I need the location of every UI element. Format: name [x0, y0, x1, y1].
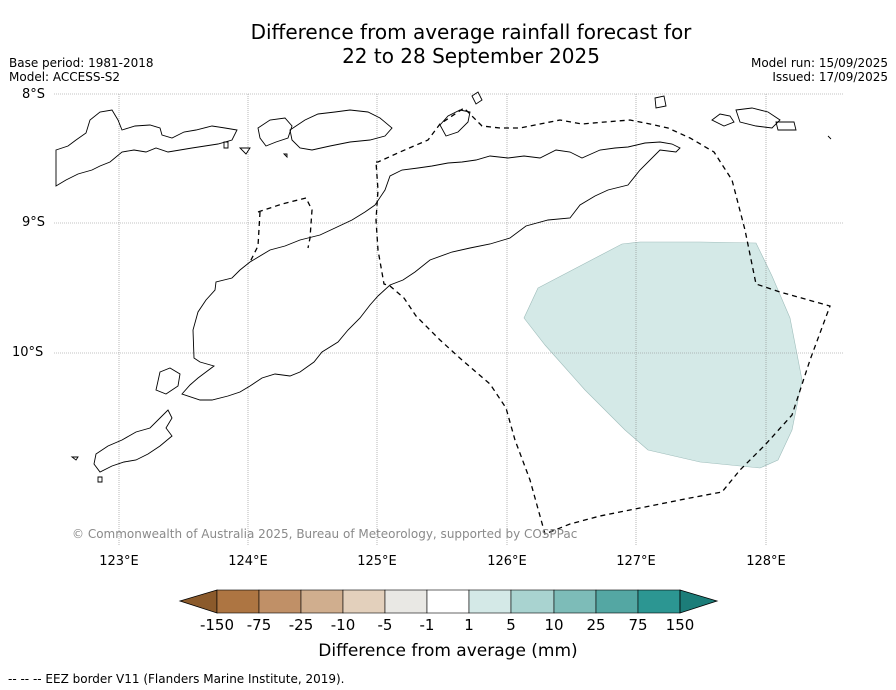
model-run: Model run: 15/09/2025: [750, 56, 888, 70]
colorbar-bin: [258, 589, 302, 614]
legend-label: -10: [330, 616, 356, 634]
lat-label-10s: 10°S: [12, 345, 44, 360]
lon-label-123e: 123°E: [99, 554, 139, 569]
legend-label: 5: [506, 616, 516, 634]
lon-label-126e: 126°E: [487, 554, 527, 569]
colorbar-bin: [510, 589, 555, 614]
timor-island: [181, 141, 681, 401]
colorbar-bin: [595, 589, 639, 614]
legend-label: 75: [628, 616, 648, 634]
lat-label-9s: 9°S: [22, 215, 46, 230]
colorbar-bin: [300, 589, 344, 614]
legend-title: Difference from average (mm): [318, 641, 578, 661]
title-line-1: Difference from average rainfall forecas…: [250, 20, 692, 44]
eez-border: [249, 107, 831, 535]
colorbar-low-arrow: [178, 589, 218, 614]
title-line-2: 22 to 28 September 2025: [342, 44, 600, 68]
lon-label-124e: 124°E: [228, 554, 268, 569]
meta-left: Base period: 1981-2018 Model: ACCESS-S2: [9, 56, 154, 84]
legend-label: -1: [419, 616, 435, 634]
legend-label: 150: [665, 616, 695, 634]
model-name: Model: ACCESS-S2: [9, 70, 121, 84]
gridlines: [54, 93, 843, 545]
colorbar-bin: [216, 589, 260, 614]
lat-label-8s: 8°S: [22, 87, 46, 102]
colorbar-bin: [384, 589, 428, 614]
legend-label: -150: [199, 616, 235, 634]
legend-label: 25: [586, 616, 606, 634]
lon-label-127e: 127°E: [616, 554, 656, 569]
colorbar-high-arrow: [679, 589, 719, 614]
legend-label: -25: [288, 616, 314, 634]
copyright-notice: © Commonwealth of Australia 2025, Bureau…: [72, 527, 578, 541]
colorbar-bin: [553, 589, 597, 614]
anomaly-region: [523, 241, 803, 469]
colorbar: [178, 589, 719, 614]
issued-date: Issued: 17/09/2025: [772, 70, 888, 84]
legend-label: -75: [246, 616, 272, 634]
legend-label: 10: [544, 616, 564, 634]
legend-label: -5: [377, 616, 393, 634]
meta-right: Model run: 15/09/2025 Issued: 17/09/2025: [751, 56, 888, 84]
eez-footnote: -- -- -- EEZ border V11 (Flanders Marine…: [8, 672, 345, 686]
legend-label: 1: [464, 616, 474, 634]
colorbar-bin: [637, 589, 681, 614]
colorbar-bin: [426, 589, 470, 614]
lon-label-128e: 128°E: [746, 554, 786, 569]
coastlines: [55, 91, 832, 483]
colorbar-bin: [342, 589, 386, 614]
lon-label-125e: 125°E: [357, 554, 397, 569]
base-period: Base period: 1981-2018: [9, 56, 154, 70]
colorbar-bin: [468, 589, 512, 614]
chart-title: Difference from average rainfall forecas…: [0, 20, 896, 68]
